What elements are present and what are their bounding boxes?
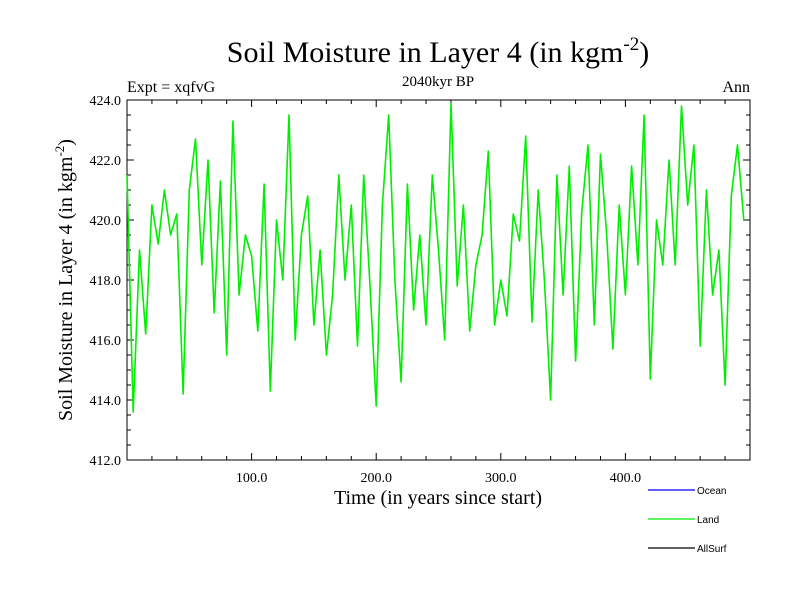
axis-ticks: 412.0 414.0 416.0 418.0 420.0 422.0 424.0 100.0… (90, 94, 750, 486)
y-axis-label-superscript: -2 (52, 146, 67, 157)
chart-title-end: ) (639, 36, 649, 69)
y-tick-label: 416.0 (90, 334, 122, 349)
series-line-land (126, 102, 745, 413)
x-tick-label: 400.0 (610, 471, 642, 486)
x-tick-label: 100.0 (236, 471, 268, 486)
experiment-label: Expt = xqfvG (127, 79, 216, 96)
x-tick-label: 300.0 (485, 471, 517, 486)
chart-subtitle: 2040kyr BP (402, 74, 474, 90)
y-axis-label-end: ) (55, 139, 77, 146)
x-tick-label: 200.0 (360, 471, 392, 486)
legend-label-land: Land (697, 515, 719, 526)
y-axis-label: Soil Moisture in Layer 4 (in kgm-2) (52, 139, 77, 421)
season-label: Ann (722, 79, 750, 96)
legend-label-allsurf: AllSurf (697, 544, 727, 555)
chart-title-superscript: -2 (623, 34, 639, 55)
legend-label-ocean: Ocean (697, 486, 726, 497)
y-tick-label: 422.0 (90, 154, 122, 169)
y-tick-label: 420.0 (90, 214, 122, 229)
y-tick-label: 418.0 (90, 274, 122, 289)
x-axis-label: Time (in years since start) (334, 487, 542, 509)
series-group (126, 102, 745, 413)
legend: Ocean Land AllSurf (648, 486, 727, 555)
y-tick-label: 412.0 (90, 454, 122, 469)
y-tick-label: 424.0 (90, 94, 122, 109)
plot-frame (126, 99, 751, 461)
y-tick-label: 414.0 (90, 394, 122, 409)
chart-title: Soil Moisture in Layer 4 (in kgm-2) (227, 34, 649, 69)
